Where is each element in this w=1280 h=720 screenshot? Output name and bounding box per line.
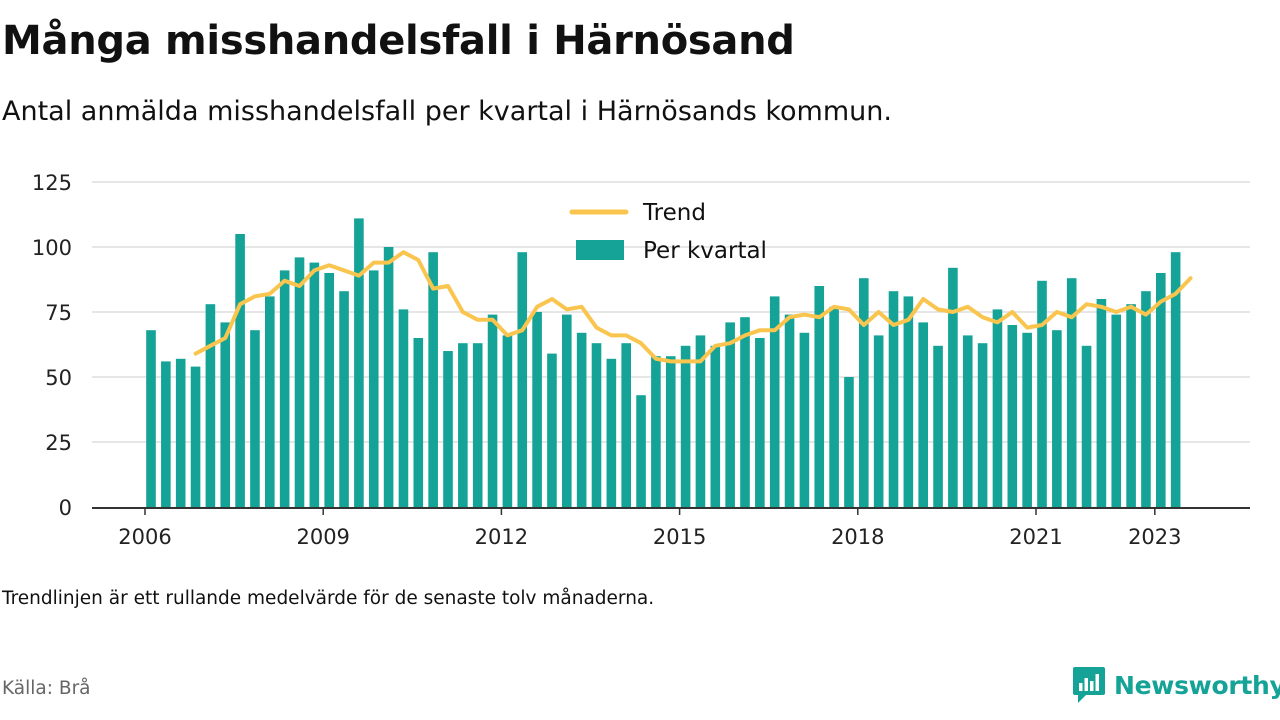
bar (279, 270, 290, 507)
chart-subtitle: Antal anmälda misshandelsfall per kvarta… (2, 96, 892, 127)
bar (725, 322, 735, 507)
bar (413, 338, 424, 507)
x-tick-label: 2015 (653, 525, 706, 549)
newsworthy-brand: Newsworthy (1072, 664, 1280, 706)
bar (962, 335, 973, 507)
bar (755, 338, 765, 507)
bar (562, 314, 572, 507)
footnote: Trendlinjen är ett rullande medelvärde f… (2, 588, 655, 609)
bar (146, 330, 156, 507)
bar (651, 356, 661, 507)
bar (235, 234, 245, 507)
bar (1066, 278, 1077, 507)
bar (606, 358, 617, 507)
bar (948, 267, 958, 507)
legend-bar-swatch (576, 240, 624, 260)
bar (428, 252, 438, 507)
bar (443, 351, 453, 507)
bar (784, 314, 795, 507)
trend-line (193, 250, 1193, 364)
bar (636, 395, 646, 507)
source-note: Källa: Brå (2, 678, 91, 699)
x-tick-label: 2009 (296, 525, 349, 549)
bar (517, 252, 528, 507)
bar (844, 377, 854, 507)
bar (161, 361, 171, 507)
bar (1022, 332, 1032, 507)
bar (1052, 330, 1062, 507)
brand-name: Newsworthy (1114, 670, 1280, 700)
bar (547, 353, 557, 507)
legend-trend-label: Trend (642, 200, 706, 226)
bar (487, 314, 498, 507)
legend-bar-label: Per kvartal (643, 238, 767, 264)
bar (1141, 291, 1151, 507)
bar (1170, 252, 1181, 507)
x-tick-label: 2018 (831, 525, 884, 549)
bar (680, 345, 691, 507)
bar (799, 332, 810, 507)
bar (814, 286, 825, 507)
bar (472, 343, 483, 507)
bar (740, 317, 750, 507)
bar (250, 330, 260, 507)
bar (888, 291, 899, 507)
bar (710, 345, 721, 507)
bar (1037, 280, 1047, 507)
x-tick-label: 2006 (118, 525, 171, 549)
bar (398, 309, 409, 507)
y-tick-label: 25 (45, 431, 72, 455)
bar (591, 343, 602, 507)
bar (205, 304, 216, 507)
bar (621, 343, 631, 507)
bar (265, 296, 275, 507)
legend: Trend Per kvartal (569, 200, 767, 264)
bar (324, 273, 334, 507)
bar (977, 343, 988, 507)
bar (665, 356, 676, 507)
bar (532, 312, 542, 507)
bar (1126, 304, 1136, 507)
bar (309, 262, 320, 507)
bar (502, 335, 513, 507)
bar (918, 322, 928, 507)
bar (190, 366, 201, 507)
x-axis-ticks: 2006 2009 2012 2015 2018 2021 2023 (118, 508, 1182, 549)
y-tick-label: 125 (32, 171, 72, 195)
y-tick-label: 75 (45, 301, 72, 325)
bar (933, 345, 943, 507)
bar (175, 358, 186, 507)
bar (576, 332, 587, 507)
x-tick-label: 2021 (1009, 525, 1062, 549)
bar (1156, 273, 1166, 507)
y-tick-label: 0 (59, 496, 72, 520)
bar (383, 247, 394, 507)
bar (859, 278, 869, 507)
bar (829, 306, 839, 507)
bar-series-per-kvartal (146, 218, 1181, 507)
x-tick-label: 2023 (1128, 525, 1181, 549)
y-tick-label: 50 (45, 366, 72, 390)
bar (992, 309, 1003, 507)
y-axis-ticks: 0 25 50 75 100 125 (32, 171, 72, 520)
bar (873, 335, 884, 507)
bar (220, 322, 231, 507)
bar (1096, 299, 1107, 507)
bar (1081, 345, 1092, 507)
bar (903, 296, 914, 507)
bar (1007, 325, 1018, 507)
x-tick-label: 2012 (475, 525, 528, 549)
bar (695, 335, 706, 507)
bar (1111, 314, 1122, 507)
bar (354, 218, 364, 507)
bar (368, 270, 379, 507)
bar (339, 291, 349, 507)
bar (458, 343, 468, 507)
bar (294, 257, 305, 507)
newsworthy-logo-icon (1073, 667, 1105, 703)
chart-title: Många misshandelsfall i Härnösand (2, 18, 795, 64)
y-tick-label: 100 (32, 236, 72, 260)
bar (769, 296, 780, 507)
